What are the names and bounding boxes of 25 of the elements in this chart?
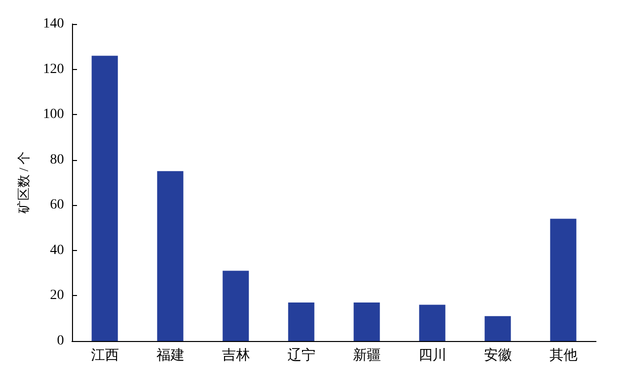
bar [157,171,184,341]
bar [288,302,314,341]
bar [550,218,576,341]
x-tick-label: 江西 [90,348,119,364]
y-tick-label: 0 [57,334,64,348]
y-tick-label: 80 [50,152,64,168]
y-tick-label: 140 [43,16,64,32]
bar [419,304,446,341]
x-tick-label: 新疆 [352,348,381,364]
x-tick-label: 吉林 [222,348,250,364]
bar [92,56,118,341]
x-tick-label: 其他 [549,348,578,364]
x-tick-label: 辽宁 [287,348,316,364]
y-tick-label: 20 [50,288,64,304]
x-tick-label: 福建 [156,348,184,364]
x-tick-label: 四川 [418,348,446,364]
y-axis-title: 矿区数 / 个 [16,151,31,215]
y-tick-label: 100 [43,107,64,122]
x-tick-label: 安徽 [484,348,512,364]
bar [484,316,511,341]
y-tick-label: 60 [50,198,64,213]
bar [354,302,380,341]
bar [222,270,249,341]
y-tick-label: 40 [50,242,64,258]
y-tick-label: 120 [43,62,64,77]
